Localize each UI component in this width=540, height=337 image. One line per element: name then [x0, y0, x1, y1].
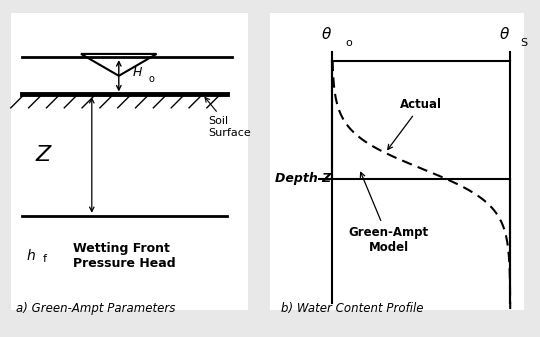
Text: f: f [43, 254, 47, 264]
Text: b) Water Content Profile: b) Water Content Profile [281, 302, 423, 315]
Text: Soil
Surface: Soil Surface [205, 97, 251, 138]
Text: o: o [346, 38, 353, 48]
Text: Wetting Front
Pressure Head: Wetting Front Pressure Head [73, 242, 176, 270]
Text: Z: Z [36, 145, 51, 165]
Text: $\theta$: $\theta$ [321, 26, 332, 42]
Text: h: h [27, 249, 36, 263]
Text: S: S [520, 38, 527, 48]
Text: Depth Z: Depth Z [275, 172, 332, 185]
FancyBboxPatch shape [11, 13, 248, 310]
FancyBboxPatch shape [270, 13, 524, 310]
Text: a) Green-Ampt Parameters: a) Green-Ampt Parameters [16, 302, 176, 315]
Text: Actual: Actual [388, 98, 442, 150]
Text: $\theta$: $\theta$ [500, 26, 510, 42]
Text: o: o [148, 74, 154, 84]
Text: H: H [132, 66, 141, 79]
Text: Green-Ampt
Model: Green-Ampt Model [349, 172, 429, 254]
